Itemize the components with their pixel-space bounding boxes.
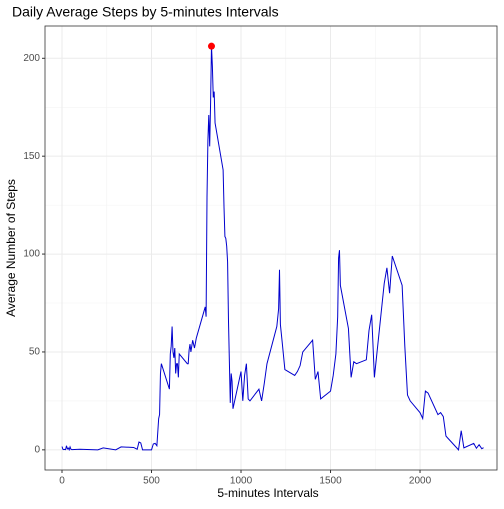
x-tick-label: 1000 (230, 476, 253, 487)
y-tick-label: 50 (29, 347, 41, 358)
x-tick-label: 500 (143, 476, 160, 487)
line (61, 46, 484, 452)
plot-panel (45, 26, 497, 470)
panel-border (44, 25, 498, 471)
x-axis-title: 5-minutes Intervals (217, 486, 318, 500)
y-axis-title: Average Number of Steps (4, 179, 18, 317)
peak-point (207, 42, 215, 50)
x-tick-label: 1500 (319, 476, 342, 487)
x-tick-label: 2000 (409, 476, 432, 487)
y-tick-label: 0 (34, 444, 40, 455)
y-tick-label: 100 (23, 249, 40, 260)
y-tick-label: 200 (23, 53, 40, 64)
x-tick-label: 0 (59, 476, 65, 487)
y-tick-label: 150 (23, 151, 40, 162)
chart-title: Daily Average Steps by 5-minutes Interva… (12, 4, 279, 20)
